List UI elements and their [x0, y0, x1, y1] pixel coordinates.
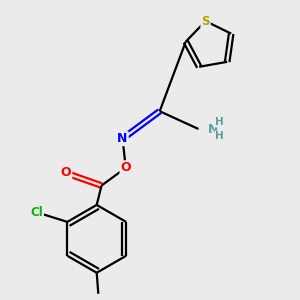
Text: S: S — [201, 15, 210, 28]
Text: H: H — [215, 131, 224, 141]
Text: Cl: Cl — [30, 206, 43, 219]
Text: O: O — [121, 161, 131, 174]
Text: O: O — [61, 166, 71, 179]
Text: N: N — [117, 132, 128, 145]
Text: N: N — [208, 122, 218, 136]
Text: H: H — [215, 117, 224, 127]
